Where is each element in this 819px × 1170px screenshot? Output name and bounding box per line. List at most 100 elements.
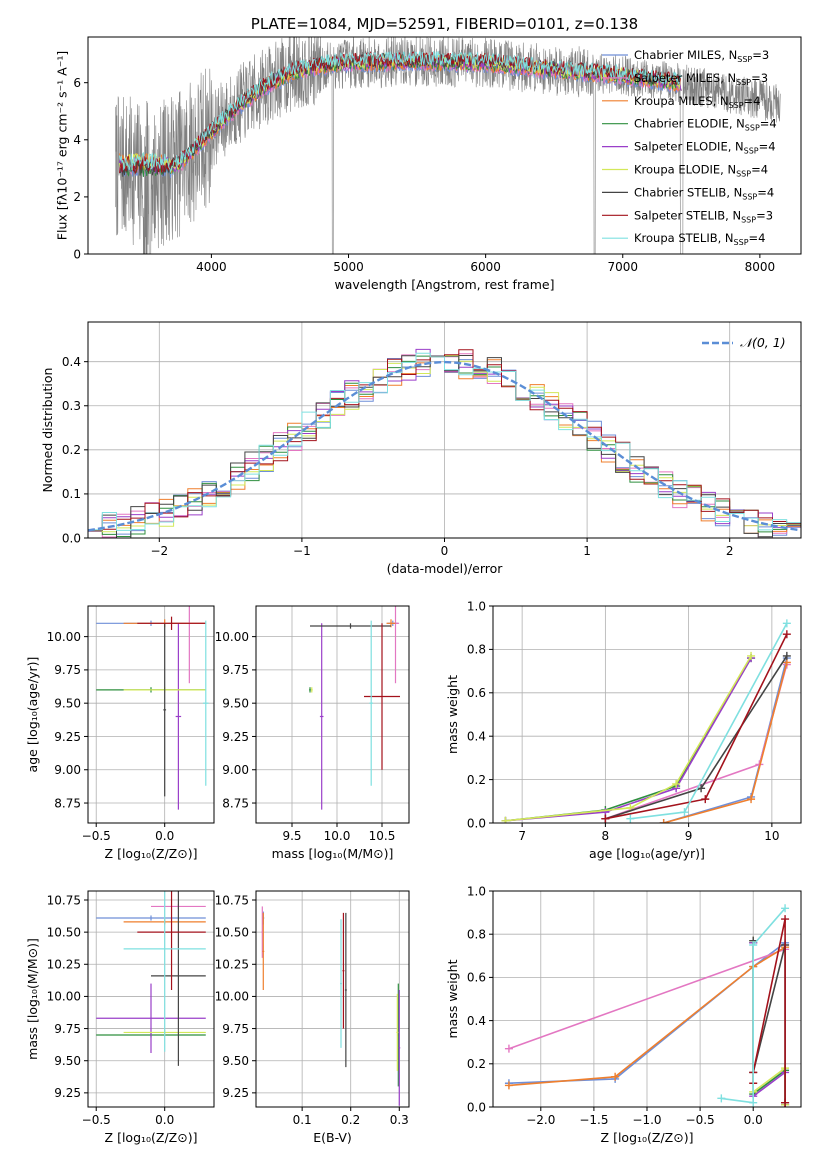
y-tick-label: 0.6 bbox=[467, 686, 486, 700]
x-tick-label: 5000 bbox=[333, 260, 364, 274]
legend-entry: 𝒩(0, 1) bbox=[740, 335, 786, 350]
axes-frame bbox=[492, 605, 802, 824]
y-tick-label: 9.25 bbox=[222, 1086, 249, 1100]
errorbar-point bbox=[342, 912, 345, 1029]
y-tick-label: 9.75 bbox=[222, 663, 249, 677]
y-tick-label: 10.50 bbox=[215, 925, 249, 939]
y-tick-label: 0.2 bbox=[467, 1057, 486, 1071]
mass-weight-line bbox=[505, 655, 752, 822]
mass-weight-marker bbox=[781, 904, 790, 913]
y-tick-label: 10.00 bbox=[215, 630, 249, 644]
y-tick-label: 0.4 bbox=[467, 730, 486, 744]
errorbar-point bbox=[137, 616, 206, 630]
y-tick-label: 8.75 bbox=[222, 796, 249, 810]
x-tick-label: −0.5 bbox=[686, 1113, 715, 1127]
y-tick-label: 1.0 bbox=[467, 599, 486, 613]
ebv-mass-plot-area bbox=[261, 906, 401, 1106]
mass-weight-line bbox=[721, 907, 786, 1104]
y-tick-label: 9.00 bbox=[54, 763, 81, 777]
ebv-mass-panel: 0.1 0.2 0.3 9.25 9.50 9.75 10.00 10.25 10.50 10.7… bbox=[215, 890, 410, 1145]
x-axis-label: Z [log₁₀(Z/Z⊙)] bbox=[105, 846, 198, 861]
mass-weight-line bbox=[605, 655, 788, 820]
errorbar-point bbox=[310, 687, 313, 693]
model-spectrum-line bbox=[119, 51, 682, 174]
z-weight-panel: −2.0 −1.5 −1.0 −0.5 0.0 0.0 0.2 0.4 0.6 0.8 1.0 Z [… bbox=[445, 884, 802, 1145]
z-mass-panel: −0.5 0.0 9.25 9.50 9.75 10.00 10.25 10.50 10.75 Z… bbox=[25, 890, 215, 1145]
y-tick-label: 9.75 bbox=[222, 1022, 249, 1036]
y-axis-label: Normed distribution bbox=[40, 368, 55, 493]
y-tick-label: 0.2 bbox=[62, 443, 81, 457]
x-tick-label: 10 bbox=[764, 829, 779, 843]
legend-entry: Kroupa ELODIE, NSSP=4 bbox=[634, 163, 768, 179]
mass-weight-marker bbox=[697, 784, 706, 793]
y-tick-label: 10.00 bbox=[47, 630, 81, 644]
mass-weight-line bbox=[663, 662, 788, 823]
axes-frame bbox=[87, 605, 215, 824]
errorbar-point bbox=[310, 623, 391, 629]
mass-weight-line bbox=[752, 940, 786, 1103]
mass-weight-marker bbox=[626, 814, 635, 823]
mass-weight-line bbox=[663, 657, 788, 823]
x-tick-label: 6000 bbox=[470, 260, 501, 274]
y-axis-label: Flux [fλ10⁻¹⁷ erg cm⁻² s⁻¹ A⁻¹] bbox=[55, 51, 70, 240]
mass-weight-marker bbox=[601, 814, 610, 823]
x-tick-label: −1.5 bbox=[579, 1113, 608, 1127]
errorbar-point bbox=[309, 687, 311, 693]
y-axis-label: mass [log₁₀(M/M⊙)] bbox=[25, 938, 40, 1060]
mass-weight-marker bbox=[749, 941, 758, 949]
errorbar-point bbox=[96, 915, 206, 921]
axes-frame bbox=[255, 890, 410, 1108]
x-axis-label: Z [log₁₀(Z/Z⊙)] bbox=[601, 1130, 694, 1145]
x-tick-label: −1.0 bbox=[632, 1113, 661, 1127]
legend: Chabrier MILES, NSSP=3 Salpeter MILES, NS… bbox=[602, 48, 777, 247]
legend-entry: Salpeter STELIB, NSSP=3 bbox=[634, 208, 773, 224]
y-tick-label: 10.50 bbox=[47, 925, 81, 939]
y-tick-label: 9.25 bbox=[54, 1086, 81, 1100]
legend-entry: Chabrier STELIB, NSSP=4 bbox=[634, 185, 774, 201]
x-axis-label: Z [log₁₀(Z/Z⊙)] bbox=[105, 1130, 198, 1145]
z-age-panel: −0.5 0.0 8.75 9.00 9.25 9.50 9.75 10.00 Z [log₁₀… bbox=[25, 605, 215, 861]
legend-entry: Kroupa STELIB, NSSP=4 bbox=[634, 231, 765, 247]
y-tick-label: 10.00 bbox=[215, 990, 249, 1004]
errorbar-point bbox=[364, 623, 400, 770]
errorbar-point bbox=[175, 623, 182, 810]
y-tick-label: 0.0 bbox=[467, 1100, 486, 1114]
legend-entry: Chabrier ELODIE, NSSP=4 bbox=[634, 117, 777, 133]
mass-weight-line bbox=[505, 657, 752, 822]
y-axis-label: mass weight bbox=[445, 959, 460, 1038]
x-tick-label: 1 bbox=[583, 544, 591, 558]
mass-weight-marker bbox=[782, 619, 791, 628]
legend-entry: Kroupa MILES, NSSP=4 bbox=[634, 94, 760, 110]
mass-weight-marker bbox=[504, 1081, 513, 1090]
errorbar-point bbox=[319, 623, 324, 810]
errorbar-point bbox=[137, 891, 206, 990]
mass-weight-marker bbox=[501, 816, 510, 823]
x-tick-label: 7 bbox=[518, 829, 526, 843]
errorbar-point bbox=[340, 919, 342, 1048]
x-tick-label: 7000 bbox=[607, 260, 638, 274]
errorbar-point bbox=[163, 623, 167, 797]
y-tick-label: 9.75 bbox=[54, 1022, 81, 1036]
residuals-plot-area bbox=[88, 348, 801, 538]
y-tick-label: 9.25 bbox=[222, 730, 249, 744]
y-tick-label: 0.4 bbox=[62, 355, 81, 369]
y-tick-label: 10.00 bbox=[47, 990, 81, 1004]
mass-weight-marker bbox=[747, 651, 756, 660]
y-tick-label: 8.75 bbox=[54, 796, 81, 810]
x-tick-label: 0.1 bbox=[293, 1113, 312, 1127]
spectrum-panel: 4000 5000 6000 7000 8000 0 2 4 6 wavelength [Angs… bbox=[55, 15, 802, 292]
x-tick-label: 9.5 bbox=[282, 829, 301, 843]
y-tick-label: 10.75 bbox=[47, 893, 81, 907]
z-weight-plot-area bbox=[504, 904, 790, 1107]
legend-entry: Salpeter ELODIE, NSSP=4 bbox=[634, 140, 776, 156]
y-tick-label: 0.3 bbox=[62, 399, 81, 413]
y-tick-label: 0.0 bbox=[467, 816, 486, 830]
x-tick-label: 0.0 bbox=[744, 1113, 763, 1127]
y-tick-label: 0.1 bbox=[62, 487, 81, 501]
x-tick-label: −0.5 bbox=[82, 1113, 111, 1127]
errorbar-point bbox=[151, 891, 206, 1066]
spectrum-plot-area bbox=[115, 37, 781, 254]
x-tick-label: 2 bbox=[726, 544, 734, 558]
mass-weight-line bbox=[508, 948, 786, 1050]
y-tick-label: 2 bbox=[73, 190, 81, 204]
